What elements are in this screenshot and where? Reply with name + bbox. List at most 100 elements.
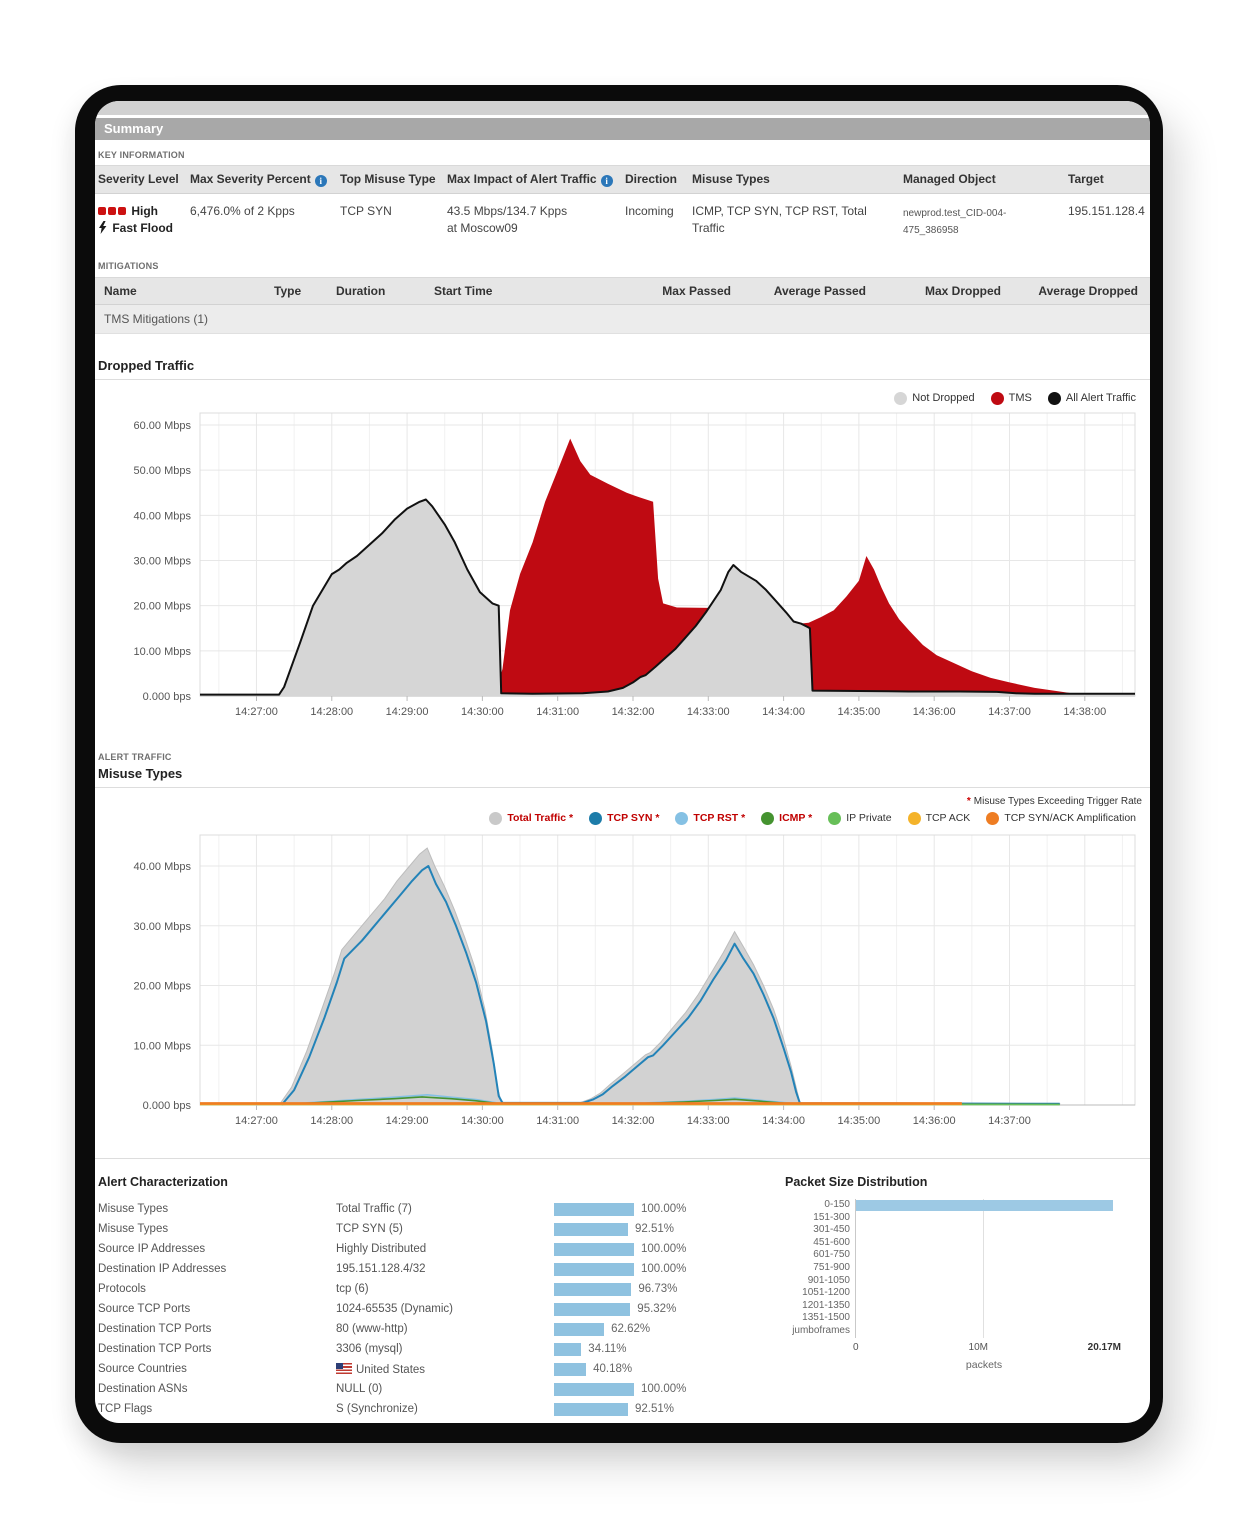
max-impact-line1: 43.5 Mbps/134.7 Kpps bbox=[447, 204, 568, 218]
legend-item-total-traffic[interactable]: Total Traffic * bbox=[489, 811, 573, 825]
legend-label: Not Dropped bbox=[912, 392, 975, 404]
packet-size-bar-row bbox=[856, 1212, 1113, 1225]
percentage-value: 34.11% bbox=[588, 1343, 627, 1355]
legend-item-not-dropped[interactable]: Not Dropped bbox=[894, 391, 975, 405]
packet-size-category-label: 751-900 bbox=[813, 1261, 850, 1273]
legend-item-icmp[interactable]: ICMP * bbox=[761, 811, 812, 825]
column-header-top-misuse-type: Top Misuse Type bbox=[340, 172, 436, 186]
severity-dot-icon bbox=[98, 207, 106, 215]
column-header-max-impact-of-alert-traffic: Max Impact of Alert Traffic i bbox=[439, 166, 617, 193]
red-asterisk-icon: * bbox=[966, 796, 971, 807]
y-axis-tick-label: 30.00 Mbps bbox=[134, 556, 192, 568]
column-header-severity-level: Severity Level bbox=[98, 172, 179, 186]
divider bbox=[95, 379, 1150, 380]
key-information-row: High Fast Flood 6,476.0% of 2 Kpps TCP S… bbox=[95, 194, 1150, 245]
y-axis-tick-label: 40.00 Mbps bbox=[134, 510, 192, 522]
x-axis-tick-label: 14:36:00 bbox=[913, 706, 956, 718]
max-impact-cell: 43.5 Mbps/134.7 Kpps at Moscow09 bbox=[439, 194, 617, 245]
legend-swatch-icon bbox=[589, 811, 603, 825]
packet-size-category-label: 301-450 bbox=[813, 1224, 850, 1236]
legend-item-tcp-ack[interactable]: TCP ACK bbox=[907, 811, 970, 825]
characterization-label: Destination TCP Ports bbox=[98, 1323, 212, 1335]
top-misuse-type-cell: TCP SYN bbox=[340, 204, 392, 218]
y-axis-tick-label: 60.00 Mbps bbox=[134, 420, 192, 432]
mitigations-group-row[interactable]: TMS Mitigations (1) bbox=[95, 305, 1150, 334]
packet-size-bar-row bbox=[856, 1300, 1113, 1313]
characterization-value[interactable]: tcp (6) bbox=[336, 1283, 369, 1295]
legend-item-tcp-syn-ack-amplification[interactable]: TCP SYN/ACK Amplification bbox=[986, 811, 1136, 825]
packet-size-bar-row bbox=[856, 1249, 1113, 1262]
packet-size-gridline-10m bbox=[983, 1199, 985, 1338]
max-severity-percent-cell: 6,476.0% of 2 Kpps bbox=[190, 204, 295, 218]
characterization-value[interactable]: United States bbox=[336, 1362, 554, 1376]
x-axis-tick-label: 14:32:00 bbox=[612, 1115, 655, 1127]
characterization-label: Misuse Types bbox=[98, 1203, 169, 1215]
percentage-value: 100.00% bbox=[641, 1263, 687, 1275]
packet-size-plot bbox=[855, 1199, 1113, 1338]
characterization-bar-cell: 34.11% bbox=[554, 1342, 708, 1356]
x-axis-tick-label: 14:28:00 bbox=[310, 1115, 353, 1127]
packet-size-category-label: 451-600 bbox=[813, 1236, 850, 1248]
legend-item-ip-private[interactable]: IP Private bbox=[828, 811, 892, 825]
divider bbox=[95, 787, 1150, 788]
severity-level-cell: High Fast Flood bbox=[95, 194, 182, 245]
characterization-value[interactable]: Total Traffic (7) bbox=[336, 1203, 412, 1215]
managed-object-cell[interactable]: newprod.test_CID-004-475_386958 bbox=[903, 208, 1007, 236]
percentage-bar bbox=[554, 1242, 634, 1256]
summary-panel-header: Summary bbox=[95, 118, 1150, 140]
characterization-value[interactable]: 195.151.128.4/32 bbox=[336, 1263, 426, 1275]
severity-dot-icon bbox=[118, 207, 126, 215]
target-cell[interactable]: 195.151.128.4 bbox=[1068, 204, 1145, 218]
percentage-value: 100.00% bbox=[641, 1243, 687, 1255]
characterization-value[interactable]: 3306 (mysql) bbox=[336, 1343, 403, 1355]
packet-size-panel: Packet Size Distribution 0-150 151-300 301… bbox=[708, 1167, 1150, 1419]
characterization-label: Destination ASNs bbox=[98, 1383, 188, 1395]
packet-size-bar-row bbox=[856, 1275, 1113, 1288]
us-flag-icon bbox=[336, 1362, 352, 1374]
characterization-value[interactable]: 80 (www-http) bbox=[336, 1323, 408, 1335]
characterization-value[interactable]: NULL (0) bbox=[336, 1383, 383, 1395]
percentage-bar bbox=[554, 1382, 634, 1396]
packet-size-chart: 0-150 151-300 301-450 451-600 601-750 751-900… bbox=[783, 1199, 1150, 1338]
key-information-label: KEY INFORMATION bbox=[98, 150, 185, 160]
percentage-bar bbox=[554, 1222, 628, 1236]
legend-swatch-icon bbox=[990, 391, 1004, 405]
mitigations-label: MITIGATIONS bbox=[98, 261, 159, 271]
characterization-row: Misuse Types Total Traffic (7) 100.00% bbox=[95, 1199, 708, 1219]
x-axis-tick-label: 14:33:00 bbox=[687, 706, 730, 718]
misuse-types-cell: ICMP, TCP SYN, TCP RST, Total Traffic bbox=[692, 204, 867, 235]
y-axis-tick-label: 50.00 Mbps bbox=[134, 465, 192, 477]
characterization-row: Destination IP Addresses 195.151.128.4/32… bbox=[95, 1259, 708, 1279]
mitigations-group-name[interactable]: TMS Mitigations (1) bbox=[104, 312, 209, 326]
packet-size-axis-tick: 10M bbox=[968, 1341, 988, 1353]
legend-label: All Alert Traffic bbox=[1065, 392, 1136, 404]
y-axis-tick-label: 20.00 Mbps bbox=[134, 981, 192, 993]
legend-item-tcp-rst[interactable]: TCP RST * bbox=[675, 811, 745, 825]
characterization-bar-cell: 100.00% bbox=[554, 1202, 708, 1216]
percentage-value: 62.62% bbox=[611, 1323, 651, 1335]
legend-item-tms[interactable]: TMS bbox=[990, 391, 1032, 405]
percentage-value: 92.51% bbox=[635, 1403, 675, 1415]
percentage-bar bbox=[554, 1262, 634, 1276]
characterization-value[interactable]: TCP SYN (5) bbox=[336, 1223, 403, 1235]
packet-size-bar-row bbox=[856, 1237, 1113, 1250]
packet-size-category-label: 1351-1500 bbox=[802, 1312, 850, 1324]
characterization-value[interactable]: 1024-65535 (Dynamic) bbox=[336, 1303, 453, 1315]
legend-swatch-icon bbox=[907, 811, 921, 825]
characterization-value[interactable]: Highly Distributed bbox=[336, 1243, 427, 1255]
percentage-value: 92.51% bbox=[635, 1223, 675, 1235]
divider bbox=[95, 1158, 1150, 1159]
legend-item-tcp-syn[interactable]: TCP SYN * bbox=[589, 811, 659, 825]
legend-label: TCP SYN/ACK Amplification bbox=[1004, 812, 1136, 824]
info-icon[interactable]: i bbox=[600, 175, 613, 187]
x-axis-tick-label: 14:31:00 bbox=[536, 1115, 579, 1127]
column-header-max-severity-percent: Max Severity Percent i bbox=[182, 166, 332, 193]
alert-traffic-label: ALERT TRAFFIC bbox=[98, 752, 172, 762]
legend-item-all-alert-traffic[interactable]: All Alert Traffic bbox=[1047, 391, 1136, 405]
characterization-label: Source TCP Ports bbox=[98, 1303, 191, 1315]
info-icon[interactable]: i bbox=[314, 175, 327, 187]
dropped-traffic-legend: Not Dropped TMS All Alert Traffic bbox=[95, 389, 1136, 407]
percentage-bar bbox=[554, 1322, 605, 1336]
characterization-value[interactable]: S (Synchronize) bbox=[336, 1403, 418, 1415]
column-header-type: Type bbox=[274, 284, 302, 298]
